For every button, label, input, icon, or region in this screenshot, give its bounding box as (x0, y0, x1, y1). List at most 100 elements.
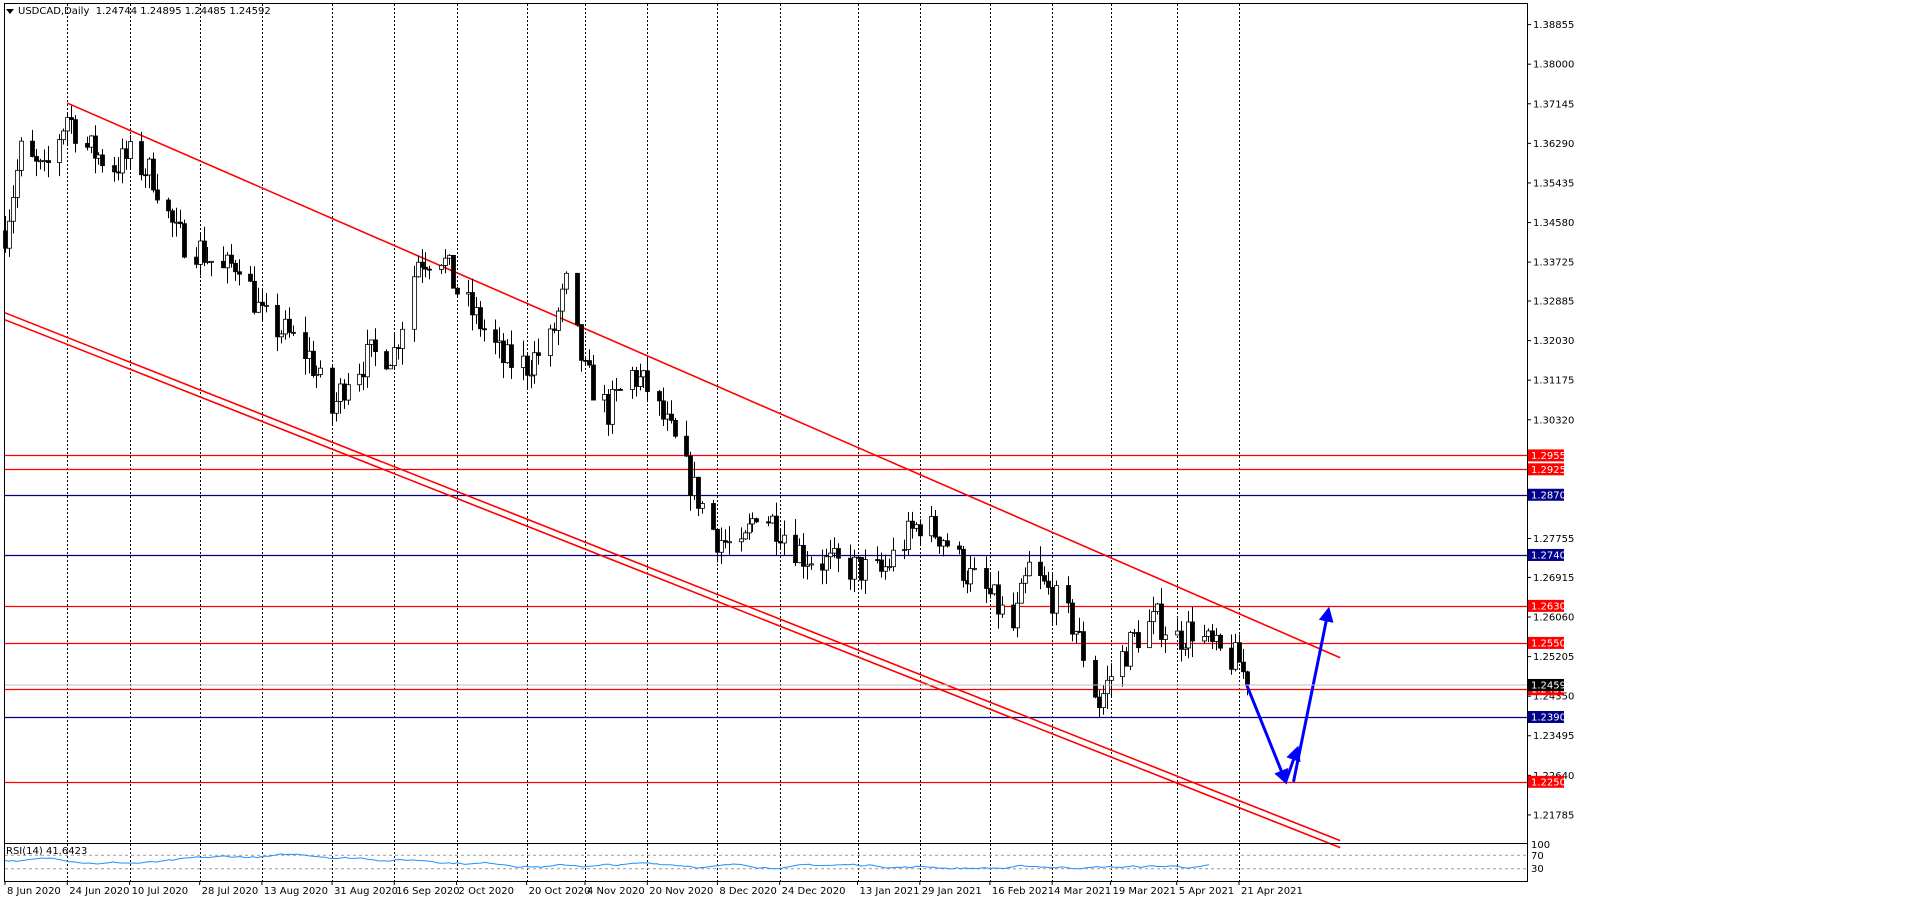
candle-body (968, 568, 973, 585)
candle-body (688, 455, 693, 496)
candle-body (961, 548, 966, 581)
candle-body (1233, 642, 1238, 670)
rsi-label: RSI(14) 41.6423 (6, 846, 88, 857)
candle-body (1081, 631, 1086, 661)
candle-body (1147, 621, 1152, 649)
candle-body (237, 271, 242, 275)
price-tick-label: 1.30320 (1533, 415, 1574, 426)
candle-body (1175, 630, 1180, 636)
price-tick-label: 1.27755 (1533, 534, 1574, 545)
candle-body (11, 197, 16, 222)
candle-body (591, 364, 596, 401)
candle-body (828, 552, 833, 558)
price-tick-label: 1.24350 (1533, 692, 1574, 703)
rsi-panel (4, 843, 1527, 870)
candle-body (1163, 634, 1168, 640)
channel-lower-line-inner (4, 319, 1341, 849)
candle-body (361, 373, 366, 378)
candle-body (248, 273, 253, 282)
level-label-bg (1528, 449, 1564, 462)
level-label-bg (1528, 710, 1564, 723)
date-tick-label: 8 Dec 2020 (719, 886, 777, 897)
level-labels: 1.29550 1.29250 1.28700 1.27400 1.26300 1.255… (5, 449, 1572, 788)
candle-body (560, 288, 565, 312)
level-label-text: 1.27400 (1531, 550, 1572, 561)
candle-body (400, 328, 405, 349)
candle-body (346, 384, 351, 401)
candle-body (194, 256, 199, 265)
date-tick-label: 10 Jul 2020 (132, 886, 189, 897)
candle-body (1206, 630, 1211, 637)
level-label-text: 1.28700 (1531, 490, 1572, 501)
price-tick-label: 1.35435 (1533, 178, 1574, 189)
candle-body (879, 559, 884, 572)
candle-body (1210, 630, 1215, 642)
candle-body (532, 352, 537, 376)
date-tick-label: 2 Oct 2020 (459, 886, 514, 897)
candle-body (174, 221, 179, 224)
candle-body (57, 139, 62, 163)
candle-body (575, 272, 580, 325)
candle-body (93, 135, 98, 159)
candle-body (1183, 647, 1188, 650)
candle-body (887, 566, 892, 569)
candle-body (338, 383, 343, 402)
projection-arrows (1245, 606, 1334, 785)
candle-body (552, 328, 557, 331)
price-tick-label: 1.21785 (1533, 810, 1574, 821)
candle-body (392, 347, 397, 367)
candle-body (1054, 585, 1059, 614)
candle-body (1186, 621, 1191, 649)
rsi-axis-label: 30 (1531, 864, 1544, 875)
candle-body (15, 169, 20, 198)
candle-body (778, 540, 783, 544)
candle-body (661, 400, 666, 420)
candle-body (1155, 603, 1160, 612)
candle-body (155, 189, 160, 201)
candle-body (727, 541, 732, 544)
candle-body (614, 389, 619, 391)
candle-body (116, 171, 121, 174)
candle-body (96, 154, 101, 159)
candle-body (1027, 561, 1032, 577)
candle-body (303, 332, 308, 359)
horizontal-levels (5, 454, 1527, 784)
candle-body (501, 340, 506, 364)
candle-body (750, 518, 755, 525)
candle-body (307, 350, 312, 359)
price-tick-label: 1.25205 (1533, 652, 1574, 663)
candle-body (645, 370, 650, 392)
projection-arrow-1 (1245, 684, 1289, 785)
candle-body (641, 370, 646, 378)
candle-body (793, 534, 798, 564)
candle-body (1229, 647, 1234, 670)
candle-body (1015, 602, 1020, 629)
price-channel (4, 102, 1341, 849)
candle-body (205, 261, 210, 263)
candle-body (536, 352, 541, 356)
candle-body (875, 559, 880, 561)
candle-body (863, 559, 868, 581)
chart-frame (4, 3, 1528, 882)
level-label-text: 1.22500 (1531, 777, 1572, 788)
price-tick-label: 1.32030 (1533, 336, 1574, 347)
candle-body (182, 223, 187, 258)
candle-body (996, 584, 1001, 615)
candle-body (937, 536, 942, 547)
chevron-down-icon[interactable] (6, 8, 14, 14)
candle-body (1109, 676, 1114, 681)
candle-body (30, 140, 35, 157)
candle-body (579, 324, 584, 361)
candle-body (929, 516, 934, 537)
candle-body (711, 503, 716, 530)
candle-body (1124, 651, 1129, 667)
candle-body (972, 568, 977, 570)
candle-body (365, 344, 370, 378)
price-tick-label: 1.38000 (1533, 60, 1574, 71)
candle-body (198, 240, 203, 265)
level-label-text: 1.25500 (1531, 638, 1572, 649)
candle-body (170, 210, 175, 223)
date-axis: 8 Jun 2020 24 Jun 2020 10 Jul 2020 28 Jul 2… (4, 881, 1303, 897)
candle-body (287, 318, 292, 333)
